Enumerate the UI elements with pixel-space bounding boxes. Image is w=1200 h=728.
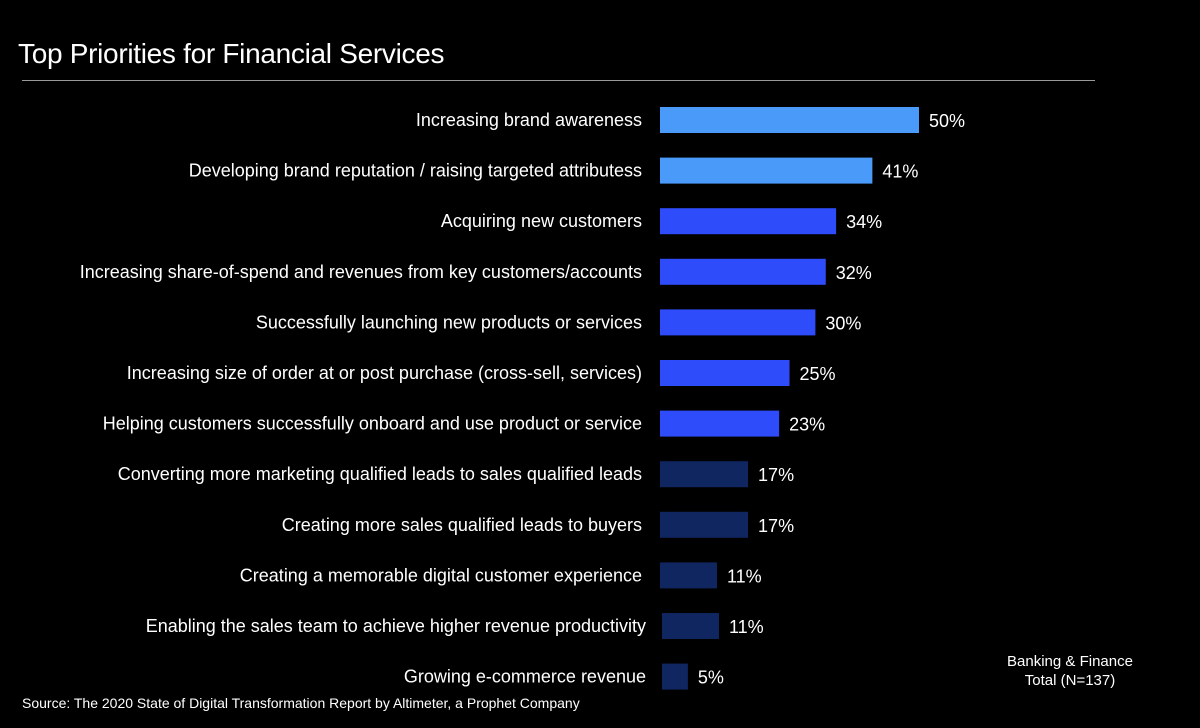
bar-12 [662,663,688,690]
bar-1 [660,107,919,133]
category-label-10: Creating a memorable digital customer ex… [240,565,642,585]
category-label-4: Increasing share-of-spend and revenues f… [80,262,642,282]
bar-9 [660,511,749,538]
source-note: Source: The 2020 State of Digital Transf… [22,695,580,711]
bar-7 [660,410,780,437]
category-label-2: Developing brand reputation / raising ta… [189,161,642,181]
legend: Banking & Finance Total (N=137) [970,652,1170,690]
category-label-9: Creating more sales qualified leads to b… [282,515,642,535]
value-label-6: 25% [800,364,836,384]
bar-3 [660,208,837,235]
category-label-11: Enabling the sales team to achieve highe… [146,616,646,636]
legend-line-1: Banking & Finance [1007,653,1133,670]
value-label-1: 50% [929,111,965,131]
value-label-2: 41% [882,162,918,182]
value-label-5: 30% [825,313,861,333]
value-label-4: 32% [836,263,872,283]
category-label-5: Successfully launching new products or s… [256,312,642,332]
category-label-7: Helping customers successfully onboard a… [103,414,642,434]
value-label-10: 11% [727,566,762,586]
category-label-3: Acquiring new customers [441,211,642,231]
value-label-12: 5% [698,668,724,688]
bar-2 [660,157,873,184]
title-divider [22,80,1095,81]
value-label-11: 11% [729,617,764,637]
category-label-8: Converting more marketing qualified lead… [118,464,642,484]
bar-8 [660,461,749,488]
value-label-3: 34% [846,212,882,232]
value-label-7: 23% [789,415,825,435]
value-label-8: 17% [758,465,794,485]
category-label-12: Growing e-commerce revenue [404,667,646,687]
chart-title: Top Priorities for Financial Services [18,38,445,69]
bar-6 [660,360,790,386]
bar-5 [660,309,816,336]
bar-4 [660,258,826,285]
legend-line-2: Total (N=137) [1024,672,1116,689]
value-label-9: 17% [758,516,794,536]
category-label-6: Increasing size of order at or post purc… [127,363,642,383]
bar-10 [660,562,717,589]
bar-11 [662,613,719,639]
category-label-1: Increasing brand awareness [416,110,642,130]
